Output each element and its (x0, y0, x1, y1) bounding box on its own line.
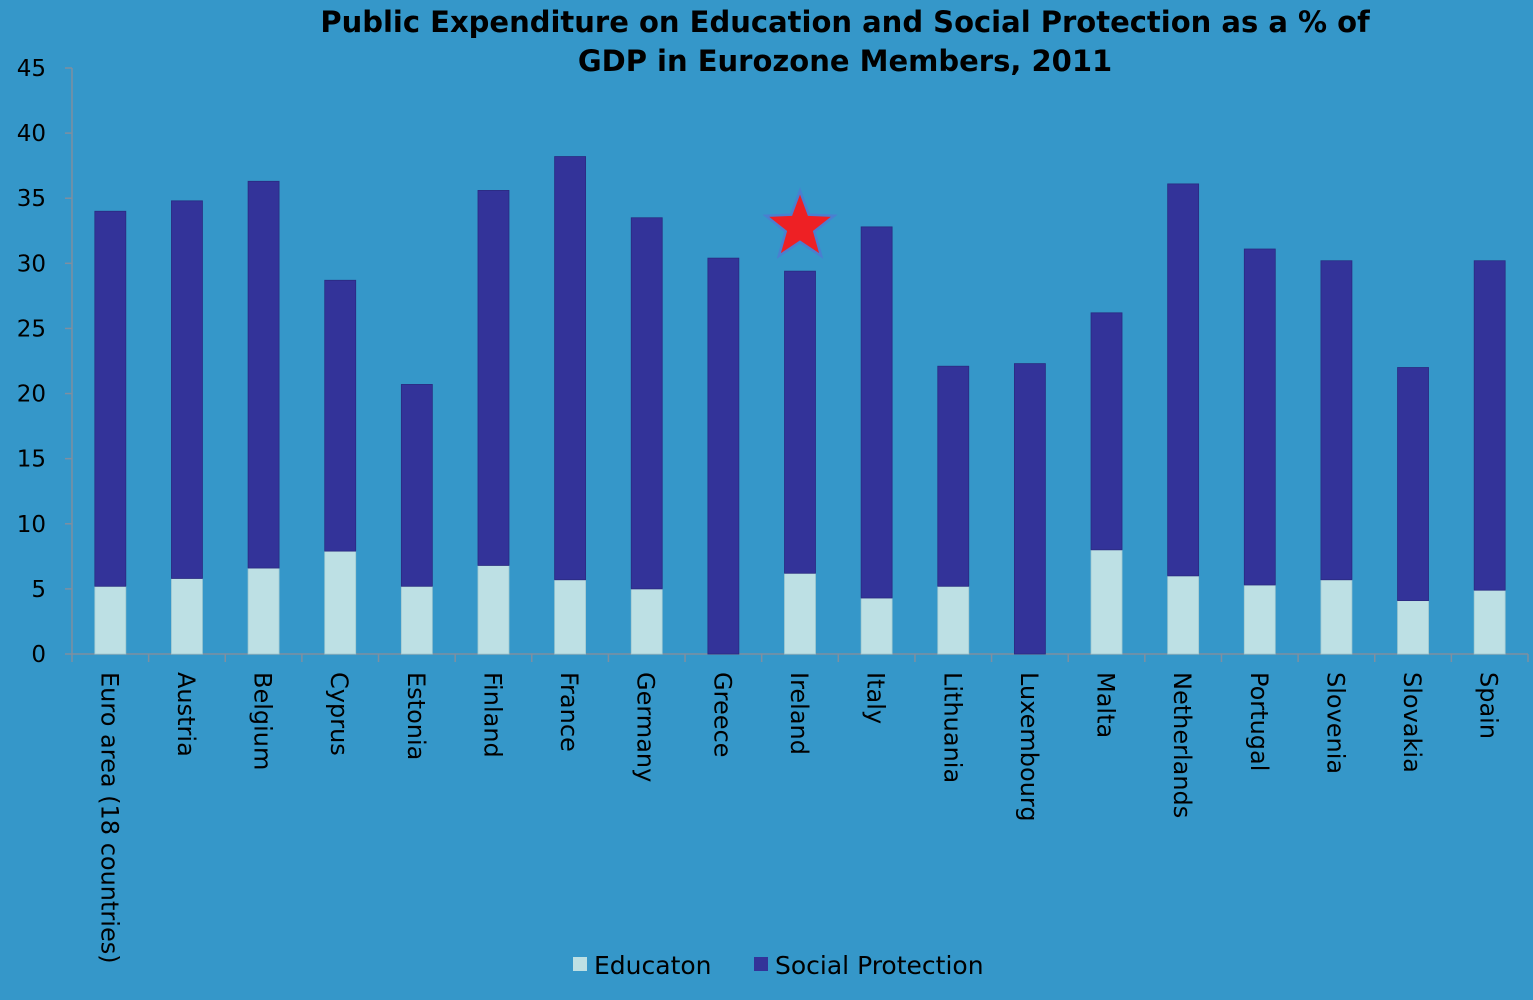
x-category-label: Finland (478, 672, 506, 758)
bar-education (1397, 600, 1429, 655)
x-category-label: Slovakia (1398, 672, 1426, 773)
star-marker-icon (762, 187, 838, 259)
bar-education (630, 588, 663, 655)
bar-social-protection (1243, 248, 1276, 586)
x-category-label: Malta (1092, 672, 1120, 738)
y-tick-label: 25 (17, 316, 46, 342)
bar-social-protection (324, 279, 357, 552)
y-tick-label: 20 (17, 382, 46, 408)
legend-label: Educaton (594, 951, 712, 980)
y-tick-label: 10 (17, 512, 46, 538)
x-category-label: Lithuania (938, 672, 966, 783)
x-category-label: Luxembourg (1015, 672, 1043, 822)
x-category-label: Euro area (18 countries) (95, 672, 123, 964)
x-category-label: Estonia (402, 672, 430, 760)
bar-education (937, 585, 970, 655)
bar-education (1473, 589, 1506, 655)
bar-social-protection (171, 200, 203, 579)
chart-title-line-2: GDP in Eurozone Members, 2011 (578, 44, 1112, 78)
bar-education (400, 585, 433, 655)
bar-education (554, 579, 587, 655)
bar-education (784, 572, 816, 655)
plot-area: 0 5 10 15 20 25 30 35 40 45 Euro area (18 countrie… (17, 56, 1529, 964)
bar-social-protection (554, 156, 587, 581)
y-tick-label: 5 (31, 577, 46, 603)
bar-social-protection (94, 210, 127, 587)
bar-education (324, 550, 357, 655)
bar-social-protection (630, 217, 663, 590)
bar-social-protection (1473, 260, 1506, 591)
bar-education (477, 565, 510, 655)
bar-social-protection (784, 270, 816, 574)
bar-social-protection (1167, 183, 1200, 577)
bar-education (1320, 579, 1353, 655)
bar-social-protection (707, 257, 740, 655)
bar-education (1167, 575, 1200, 655)
bar-social-protection (860, 226, 893, 599)
bar-education (860, 597, 893, 655)
x-category-label: Portugal (1245, 672, 1273, 771)
bar-social-protection (477, 190, 510, 566)
bar-education (1243, 584, 1276, 655)
x-category-label: Ireland (785, 672, 813, 755)
x-category-label: France (555, 672, 583, 752)
bar-social-protection (1013, 363, 1046, 655)
x-category-label: Slovenia (1321, 672, 1349, 774)
legend-label: Social Protection (775, 951, 984, 980)
bar-social-protection (400, 384, 433, 587)
x-category-label: Spain (1475, 672, 1503, 739)
y-tick-label: 15 (17, 447, 46, 473)
y-tick-label: 30 (17, 251, 46, 277)
bar-education (247, 567, 280, 655)
bar-social-protection (937, 365, 970, 587)
y-tick-label: 45 (17, 56, 46, 82)
x-category-label: Cyprus (325, 672, 353, 756)
bar-education (94, 585, 127, 655)
y-tick-label: 0 (31, 642, 46, 668)
x-category-label: Belgium (249, 672, 277, 770)
x-category-label: Greece (708, 672, 736, 757)
x-category-label: Germany (632, 672, 660, 782)
y-tick-label: 40 (17, 121, 46, 147)
x-category-label: Netherlands (1168, 672, 1196, 818)
bar-education (171, 578, 203, 655)
y-tick-label: 35 (17, 186, 46, 212)
legend-swatch (754, 957, 768, 971)
bar-social-protection (1320, 260, 1353, 581)
bar-social-protection (247, 180, 280, 569)
x-category-label: Austria (172, 672, 200, 757)
chart-title-line-1: Public Expenditure on Education and Soci… (320, 5, 1370, 39)
bar-social-protection (1090, 312, 1123, 551)
bar-social-protection (1397, 367, 1429, 602)
bar-education (1090, 549, 1123, 655)
legend: Educaton Social Protection (573, 951, 984, 980)
legend-swatch (573, 957, 587, 971)
x-category-label: Italy (862, 672, 890, 724)
